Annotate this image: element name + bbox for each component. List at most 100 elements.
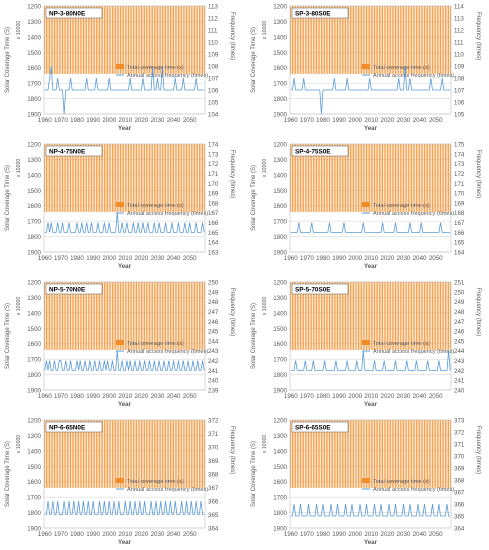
coverage-bar (398, 420, 400, 488)
coverage-bar (409, 282, 411, 350)
coverage-bar (129, 282, 131, 350)
coverage-bar (303, 144, 305, 212)
coverage-bar (346, 420, 348, 488)
coverage-bar (186, 282, 187, 350)
coverage-bar (435, 282, 437, 350)
coverage-bar (312, 6, 314, 74)
coverage-bar (171, 282, 173, 350)
coverage-bar (333, 420, 335, 488)
left-tick-label: 1500 (27, 464, 41, 471)
coverage-bar (158, 144, 160, 212)
coverage-bar (320, 144, 322, 212)
coverage-bar (390, 282, 392, 350)
coverage-bar (415, 282, 417, 350)
coverage-bar (406, 144, 408, 212)
right-tick-label: 241 (454, 378, 465, 385)
coverage-bar (372, 282, 374, 350)
coverage-bar (131, 420, 133, 488)
coverage-bar (382, 420, 383, 488)
coverage-bar (166, 282, 168, 350)
x-tick-label: 2030 (397, 255, 411, 262)
coverage-bar (404, 144, 406, 212)
frequency-line (44, 500, 205, 515)
coverage-bar (181, 420, 183, 488)
legend-label: Annual access frequency (times) (127, 487, 208, 493)
coverage-bar (385, 144, 387, 212)
coverage-bar (192, 420, 194, 488)
x-tick-label: 2020 (381, 255, 395, 262)
coverage-bar (401, 282, 403, 350)
coverage-bar (349, 144, 351, 212)
coverage-bar (393, 6, 395, 74)
coverage-bar (311, 144, 313, 212)
right-tick-label: 371 (208, 431, 219, 438)
coverage-bar (390, 6, 392, 74)
right-tick-label: 175 (454, 142, 465, 149)
x-tick-label: 1980 (316, 393, 330, 400)
coverage-bar (113, 282, 115, 350)
coverage-bar (200, 6, 202, 74)
coverage-bar (81, 282, 83, 350)
coverage-bar (412, 420, 414, 488)
coverage-bar (70, 282, 71, 350)
coverage-bar (176, 6, 178, 74)
coverage-bar (112, 6, 113, 74)
coverage-bar (387, 144, 388, 212)
coverage-bar (184, 144, 186, 212)
left-tick-label: 1400 (273, 34, 287, 41)
coverage-bar (108, 282, 110, 350)
coverage-bar (79, 144, 81, 212)
coverage-bar (99, 282, 100, 350)
coverage-bar (290, 6, 292, 74)
coverage-bar (166, 6, 168, 74)
coverage-bar (73, 282, 75, 350)
left-tick-label: 1300 (27, 19, 41, 26)
coverage-bar (420, 282, 422, 350)
x-tick-label: 2040 (413, 531, 427, 538)
right-tick-label: 369 (208, 458, 219, 465)
coverage-bar (83, 6, 84, 74)
coverage-bar (354, 282, 356, 350)
coverage-bar (391, 282, 393, 350)
right-tick-label: 164 (454, 250, 465, 257)
coverage-bar (324, 144, 326, 212)
coverage-bar (123, 282, 125, 350)
coverage-bar (341, 6, 343, 74)
coverage-bar (338, 282, 340, 350)
coverage-bar (46, 6, 47, 74)
coverage-bar (296, 282, 298, 350)
coverage-bar (44, 6, 46, 74)
right-tick-label: 370 (454, 454, 465, 461)
coverage-bar (54, 144, 55, 212)
coverage-bar (351, 420, 353, 488)
coverage-bar (194, 6, 195, 74)
coverage-bar (190, 144, 192, 212)
coverage-bar (374, 144, 375, 212)
right-tick-label: 372 (208, 418, 219, 425)
coverage-bar (189, 6, 191, 74)
x-tick-label: 2040 (413, 255, 427, 262)
coverage-bar (57, 144, 59, 212)
coverage-bar (444, 420, 446, 488)
coverage-bar (325, 6, 327, 74)
y-axis-label-left: Solar Coverage Time (S) (5, 27, 11, 93)
right-tick-label: 367 (208, 485, 219, 492)
left-tick-label: 1700 (27, 495, 41, 502)
coverage-bar (54, 282, 55, 350)
x-tick-label: 1990 (332, 531, 346, 538)
coverage-bar (78, 282, 80, 350)
coverage-bar (73, 6, 75, 74)
right-tick-label: 106 (454, 100, 465, 107)
coverage-bar (87, 420, 89, 488)
right-tick-label: 111 (208, 28, 218, 35)
right-tick-label: 166 (208, 220, 219, 227)
coverage-bar (409, 144, 411, 212)
coverage-bar (174, 420, 176, 488)
title-box (45, 7, 103, 19)
coverage-bar (200, 420, 202, 488)
coverage-bar (420, 420, 422, 488)
coverage-bar (86, 420, 88, 488)
coverage-bar (144, 282, 146, 350)
right-tick-label: 247 (208, 309, 219, 316)
right-tick-label: 165 (208, 230, 219, 237)
